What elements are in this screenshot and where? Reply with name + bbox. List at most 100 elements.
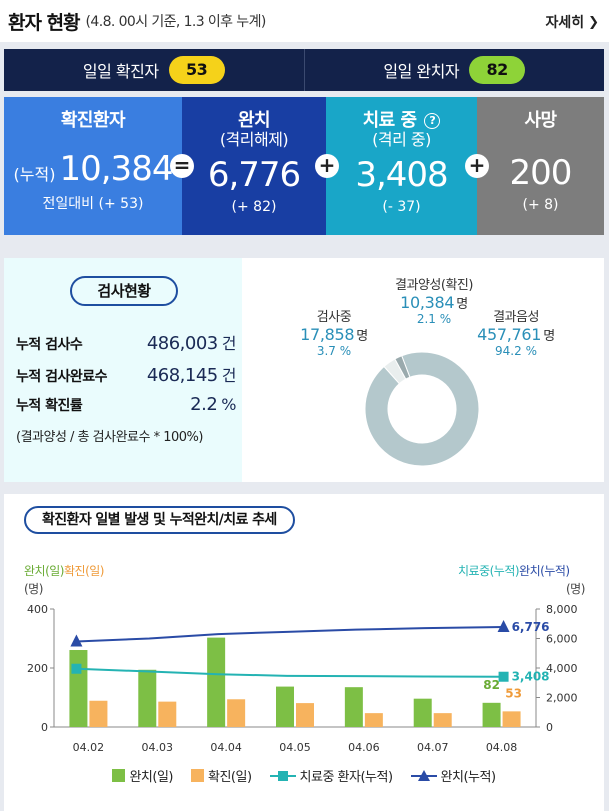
marker-released-cumulative — [70, 634, 83, 647]
confirmed-row: (누적) 10,384 — [4, 149, 182, 189]
more-link[interactable]: 자세히 ❯ — [545, 12, 599, 32]
bar-confirmed-daily — [158, 701, 177, 727]
legend-label: 치료중 환자(누적) — [299, 770, 394, 785]
legend-label: 완치(일) — [129, 770, 173, 785]
marker-treating-cumulative — [71, 663, 82, 674]
treating-delta: (- 37) — [382, 199, 421, 215]
stat-label: 누적 검사수 — [16, 337, 83, 353]
page-subtitle: (4.8. 00시 기준, 1.3 이후 누계) — [85, 14, 267, 30]
test-status-title: 검사현황 — [70, 276, 178, 306]
trend-chart: 0 200 400 0 2,000 4,000 6,000 8,000 04.02 04.03 04… — [27, 603, 578, 754]
treating-cumulative-label: 3,408 — [512, 670, 550, 684]
treating-box: 치료 중 ? (격리 중) 3,408 (- 37) — [326, 97, 477, 235]
deaths-value: 200 — [509, 153, 573, 193]
summary-boxes: 확진환자 (누적) 10,384 전일대비 (+ 53) 완치 (격리해제) 6… — [4, 97, 604, 235]
treating-label-row: 치료 중 ? — [326, 111, 477, 131]
x-tick-label: 04.04 — [210, 741, 242, 754]
bar-confirmed-last-label: 53 — [505, 686, 522, 700]
legend-item-confirmed-daily[interactable]: 확진(일) — [191, 766, 252, 785]
x-tick-label: 04.06 — [348, 741, 380, 754]
bar-confirmed-daily — [502, 711, 521, 727]
donut-positive-percent: 2.1 % — [416, 312, 452, 326]
trend-title: 확진환자 일별 발생 및 누적완치/치료 추세 — [24, 506, 295, 534]
left-axis-tick-label: 0 — [41, 721, 48, 734]
released-box: 완치 (격리해제) 6,776 (+ 82) — [182, 97, 326, 235]
bar-confirmed-daily — [89, 700, 108, 727]
donut-negative-title: 결과음성 — [493, 310, 539, 325]
left-axis-unit: (명) — [24, 582, 43, 596]
bar-released-daily — [69, 650, 88, 727]
x-tick-label: 04.03 — [142, 741, 174, 754]
stat-unit: 건 — [221, 334, 237, 353]
right-axis-tick-label: 8,000 — [546, 603, 578, 616]
bar-released-daily — [138, 669, 157, 727]
deaths-label: 사망 — [524, 110, 557, 131]
stat-label: 누적 검사완료수 — [16, 369, 108, 385]
legend-item-released-cumulative[interactable]: 완치(누적) — [410, 766, 496, 785]
trend-legend: 완치(일) 확진(일) 치료중 환자(누적) 완치(누적) — [4, 766, 604, 785]
donut-positive-value: 10,384 — [400, 293, 455, 312]
bar-released-last-label: 82 — [483, 678, 500, 692]
released-value: 6,776 — [207, 155, 301, 195]
line-treating-cumulative — [76, 667, 504, 678]
donut-negative-value: 457,761 — [477, 325, 542, 344]
stat-unit: % — [221, 395, 236, 414]
test-status-panel: 검사현황 누적 검사수 486,003 건 누적 검사완료수 468,145 건 누… — [4, 258, 604, 482]
bar-released-daily — [482, 702, 501, 727]
released-sublabel: (격리해제) — [219, 130, 289, 149]
treating-label: 치료 중 — [362, 110, 417, 131]
legend-item-treating-cumulative[interactable]: 치료중 환자(누적) — [269, 766, 394, 785]
stat-value: 468,145 — [146, 365, 218, 386]
confirmed-label: 확진환자 — [60, 110, 126, 131]
donut-testing-unit: 명 — [356, 329, 368, 344]
donut-testing-title: 검사중 — [316, 310, 352, 325]
stat-value: 486,003 — [146, 333, 218, 354]
equals-icon: = — [170, 154, 194, 178]
help-icon[interactable]: ? — [424, 113, 441, 129]
right-axis-caption: 치료중(누적)완치(누적) — [458, 562, 570, 579]
donut-testing-value: 17,858 — [300, 325, 355, 344]
stat-total-tests: 누적 검사수 486,003 건 — [16, 330, 237, 354]
bar-confirmed-daily — [296, 703, 314, 727]
donut-negative-percent: 94.2 % — [495, 344, 537, 358]
bar-released-daily — [276, 686, 294, 727]
left-cap-released: 완치(일) — [24, 564, 64, 578]
released-delta: (+ 82) — [231, 199, 277, 215]
legend-item-released-daily[interactable]: 완치(일) — [112, 766, 173, 785]
daily-confirmed-label: 일일 확진자 — [82, 62, 159, 81]
left-axis-caption: 완치(일)확진(일) — [24, 562, 104, 579]
right-axis-tick-label: 2,000 — [546, 692, 578, 705]
bar-confirmed-daily — [433, 713, 452, 727]
donut-positive-title: 결과양성(확진) — [395, 278, 473, 293]
plus-icon: + — [465, 154, 489, 178]
daily-counts-bar: 일일 확진자 53 일일 완치자 82 — [4, 49, 604, 91]
page-header: 환자 현황 (4.8. 00시 기준, 1.3 이후 누계) 자세히 ❯ — [0, 0, 609, 42]
donut-negative-unit: 명 — [543, 329, 555, 344]
stat-unit: 건 — [221, 366, 237, 385]
confirmed-prefix: (누적) — [13, 165, 56, 184]
donut-label-positive: 결과양성(확진) 10,384 명 2.1 % — [374, 274, 494, 326]
stat-positive-rate: 누적 확진률 2.2% — [16, 394, 236, 415]
confirmed-value: 10,384 — [59, 149, 173, 189]
confirmed-box: 확진환자 (누적) 10,384 전일대비 (+ 53) — [4, 97, 182, 235]
chevron-right-icon: ❯ — [588, 14, 599, 30]
bar-released-daily — [344, 687, 363, 727]
right-axis-unit: (명) — [566, 582, 585, 596]
x-tick-label: 04.08 — [486, 741, 518, 754]
right-axis-tick-label: 6,000 — [546, 633, 578, 646]
treating-sublabel: (격리 중) — [372, 130, 431, 149]
bar-confirmed-daily — [227, 699, 246, 727]
treating-value: 3,408 — [355, 155, 448, 195]
right-axis-tick-label: 0 — [546, 721, 553, 734]
legend-label: 확진(일) — [208, 770, 252, 785]
x-tick-label: 04.05 — [279, 741, 311, 754]
right-axis-tick-label: 4,000 — [546, 662, 578, 675]
marker-released-cumulative — [497, 620, 510, 633]
left-cap-confirmed: 확진(일) — [63, 564, 104, 578]
page-title: 환자 현황 — [8, 11, 81, 34]
deaths-delta: (+ 8) — [522, 197, 559, 213]
stat-value: 2.2 — [190, 394, 218, 415]
donut-slice-negative — [364, 351, 480, 467]
marker-treating-cumulative — [498, 671, 509, 682]
line-released-cumulative — [76, 626, 504, 643]
